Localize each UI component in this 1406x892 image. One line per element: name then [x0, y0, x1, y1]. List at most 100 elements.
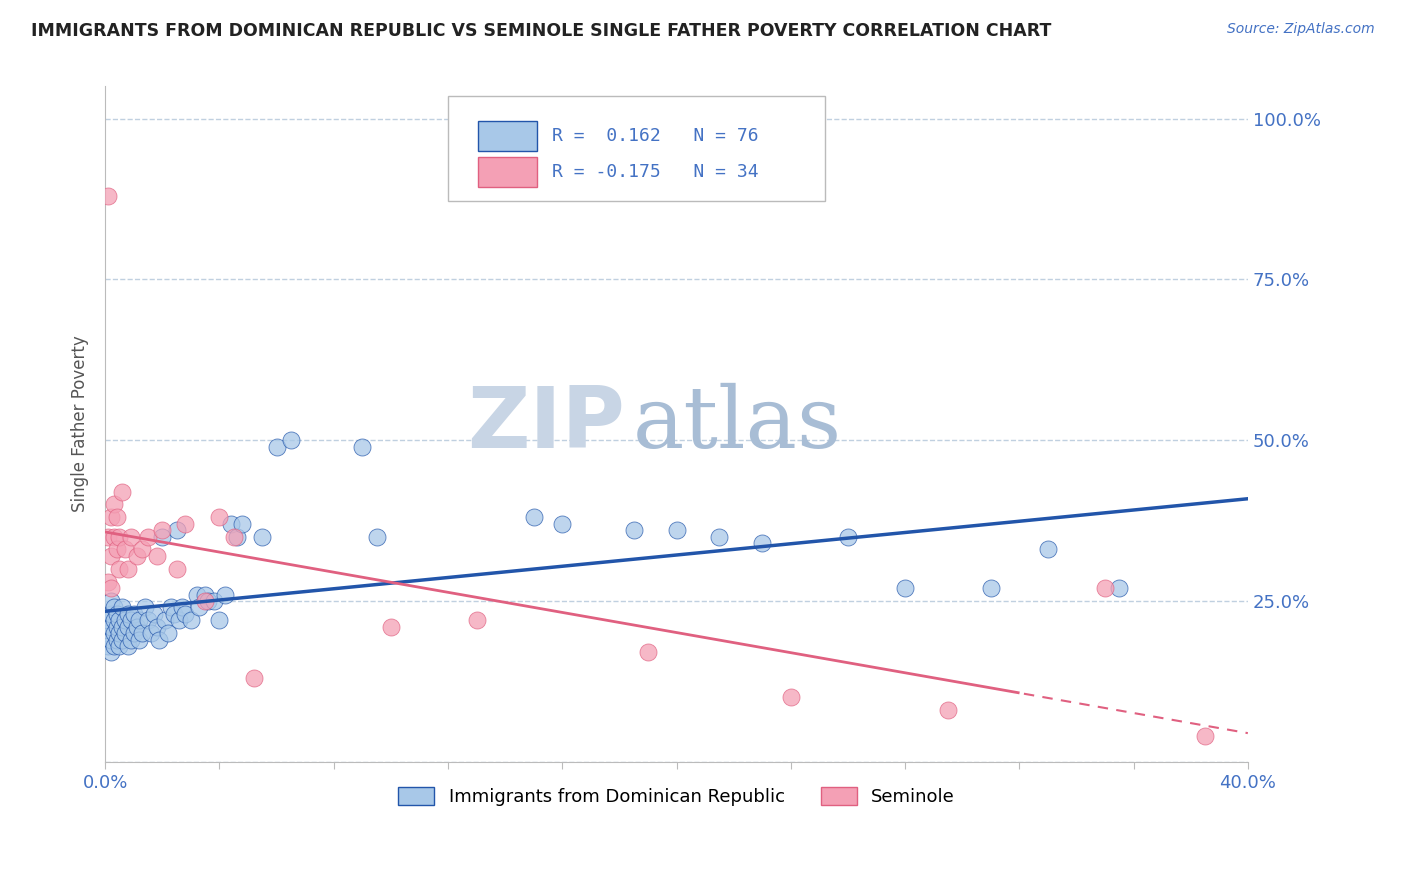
Point — [100, 607, 122, 621]
Point — [114, 613, 136, 627]
Point — [208, 613, 231, 627]
Point — [117, 562, 139, 576]
Point — [100, 620, 122, 634]
Point — [150, 523, 173, 537]
Point — [157, 626, 180, 640]
Point — [117, 639, 139, 653]
Point — [188, 600, 211, 615]
Point — [145, 549, 167, 563]
Point — [1036, 542, 1059, 557]
Point — [166, 562, 188, 576]
Point — [180, 613, 202, 627]
Text: R = -0.175   N = 34: R = -0.175 N = 34 — [553, 163, 759, 181]
Point — [169, 613, 191, 627]
Point — [97, 188, 120, 202]
Point — [105, 620, 128, 634]
Point — [160, 600, 183, 615]
Point — [665, 523, 688, 537]
Point — [120, 530, 142, 544]
Point — [352, 440, 374, 454]
Point — [103, 613, 125, 627]
Point — [103, 639, 125, 653]
Point — [166, 523, 188, 537]
Text: IMMIGRANTS FROM DOMINICAN REPUBLIC VS SEMINOLE SINGLE FATHER POVERTY CORRELATION: IMMIGRANTS FROM DOMINICAN REPUBLIC VS SE… — [31, 22, 1052, 40]
Point — [134, 600, 156, 615]
Point — [202, 594, 225, 608]
Text: Source: ZipAtlas.com: Source: ZipAtlas.com — [1227, 22, 1375, 37]
Point — [225, 530, 247, 544]
Point — [637, 645, 659, 659]
Point — [100, 632, 122, 647]
Point — [120, 632, 142, 647]
Point — [117, 607, 139, 621]
Point — [103, 530, 125, 544]
Point — [186, 588, 208, 602]
Text: ZIP: ZIP — [467, 383, 626, 466]
Point — [163, 607, 186, 621]
Point — [105, 510, 128, 524]
Point — [100, 581, 122, 595]
Point — [125, 620, 148, 634]
Point — [100, 510, 122, 524]
Text: atlas: atlas — [633, 383, 842, 466]
Point — [174, 607, 197, 621]
Point — [1194, 729, 1216, 743]
Point — [523, 510, 546, 524]
Point — [108, 530, 131, 544]
Point — [108, 626, 131, 640]
Point — [111, 632, 134, 647]
Point — [100, 594, 122, 608]
Point — [97, 574, 120, 589]
Y-axis label: Single Father Poverty: Single Father Poverty — [72, 335, 89, 512]
Point — [252, 530, 274, 544]
Point — [197, 594, 219, 608]
Point — [153, 613, 176, 627]
Point — [174, 516, 197, 531]
Point — [105, 632, 128, 647]
Text: R =  0.162   N = 76: R = 0.162 N = 76 — [553, 127, 759, 145]
Point — [465, 613, 488, 627]
FancyBboxPatch shape — [449, 96, 825, 202]
Point — [114, 626, 136, 640]
Point — [100, 645, 122, 659]
Point — [150, 530, 173, 544]
Point — [97, 530, 120, 544]
Point — [1094, 581, 1116, 595]
Point — [894, 581, 917, 595]
Point — [108, 613, 131, 627]
Point — [222, 530, 245, 544]
Point — [128, 613, 150, 627]
Point — [131, 542, 153, 557]
Point — [142, 607, 165, 621]
Point — [280, 433, 302, 447]
Point — [380, 620, 402, 634]
FancyBboxPatch shape — [478, 157, 537, 187]
Point — [145, 620, 167, 634]
Point — [100, 549, 122, 563]
Point — [103, 600, 125, 615]
Point — [103, 498, 125, 512]
Point — [139, 626, 162, 640]
Point — [709, 530, 731, 544]
Point — [214, 588, 236, 602]
Point — [105, 607, 128, 621]
Point — [751, 536, 773, 550]
Point — [108, 639, 131, 653]
Point — [105, 542, 128, 557]
Point — [194, 594, 217, 608]
Point — [111, 600, 134, 615]
Point — [122, 626, 145, 640]
Point — [97, 639, 120, 653]
Point — [111, 620, 134, 634]
Point — [108, 562, 131, 576]
Point — [125, 549, 148, 563]
Point — [131, 626, 153, 640]
FancyBboxPatch shape — [478, 120, 537, 151]
Point — [97, 626, 120, 640]
Point — [194, 588, 217, 602]
Point — [266, 440, 288, 454]
Point — [128, 632, 150, 647]
Point — [120, 613, 142, 627]
Point — [136, 530, 159, 544]
Point — [122, 607, 145, 621]
